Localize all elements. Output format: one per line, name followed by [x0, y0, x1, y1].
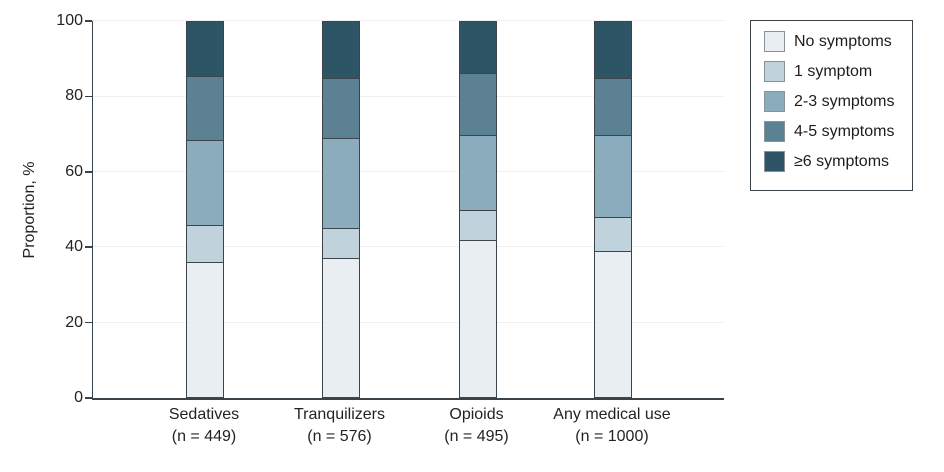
x-category-name: Tranquilizers	[294, 406, 385, 423]
gridline-60	[93, 171, 724, 173]
x-category-name: Opioids	[449, 406, 504, 423]
legend-label: No symptoms	[794, 32, 892, 50]
gridline-100	[93, 20, 724, 22]
legend-entry: 4-5 symptoms	[764, 121, 912, 142]
bar-sedatives	[186, 21, 224, 398]
legend-swatch	[764, 61, 785, 82]
y-tick-label-100: 100	[56, 12, 83, 29]
bar-segment	[595, 217, 631, 251]
legend-entry: 2-3 symptoms	[764, 91, 912, 112]
legend-label: ≥6 symptoms	[794, 152, 890, 170]
bar-segment	[459, 239, 496, 397]
bar-segment	[187, 76, 223, 141]
gridline-20	[93, 321, 724, 323]
y-tick-mark-80	[85, 95, 92, 98]
y-tick-mark-60	[85, 171, 92, 173]
y-tick-mark-0	[85, 397, 92, 399]
legend-entry: ≥6 symptoms	[764, 151, 912, 172]
x-category-label: Tranquilizers (n = 576)	[265, 404, 415, 448]
y-tick-label-80: 80	[65, 87, 83, 105]
x-category-n: (n = 576)	[307, 428, 372, 445]
x-category-label: Any medical use (n = 1000)	[537, 404, 687, 448]
legend-swatch	[764, 151, 785, 172]
bar-segment	[322, 228, 359, 259]
x-category-n: (n = 1000)	[575, 428, 649, 445]
y-tick-label-60: 60	[65, 162, 83, 180]
legend-swatch	[764, 31, 785, 52]
y-tick-label-20: 20	[65, 313, 83, 331]
y-tick-mark-100	[85, 20, 92, 22]
bar-segment	[459, 134, 496, 210]
y-tick-label-40: 40	[65, 238, 83, 256]
x-category-n: (n = 495)	[444, 428, 509, 445]
y-tick-mark-40	[85, 246, 92, 248]
legend-label: 2-3 symptoms	[794, 92, 895, 110]
bar-segment	[595, 78, 631, 135]
y-tick-mark-20	[85, 321, 92, 324]
bar-segment	[459, 209, 496, 240]
bar-segment	[459, 72, 496, 135]
bar-tranquilizers	[321, 21, 360, 398]
legend-label: 4-5 symptoms	[794, 122, 895, 140]
x-category-label: Sedatives (n = 449)	[129, 404, 279, 448]
bar-segment	[595, 134, 631, 217]
bar-segment	[187, 22, 223, 77]
x-category-n: (n = 449)	[171, 428, 237, 445]
y-tick-label-0: 0	[74, 389, 83, 406]
legend-entry: 1 symptom	[764, 61, 912, 82]
legend-entry: No symptoms	[764, 31, 912, 52]
bar-segment	[595, 22, 631, 79]
bar-segment	[322, 138, 359, 229]
legend-swatch	[764, 121, 785, 142]
bar-opioids	[458, 21, 497, 398]
bar-segment	[187, 224, 223, 262]
bar-segment	[322, 78, 359, 139]
x-category-name: Any medical use	[553, 406, 671, 423]
gridline-80	[93, 95, 724, 97]
bar-any-medical-use	[594, 21, 632, 398]
gridline-40	[93, 246, 724, 248]
bar-segment	[187, 140, 223, 225]
x-category-name: Sedatives	[168, 406, 240, 423]
legend-label: 1 symptom	[794, 62, 873, 80]
bar-segment	[322, 22, 359, 79]
bar-segment	[595, 250, 631, 397]
legend-swatch	[764, 91, 785, 112]
x-category-label: Opioids (n = 495)	[402, 404, 552, 448]
plot-area: 0 20 40 60 80 100	[56, 12, 724, 406]
legend: No symptoms 1 symptom 2-3 symptoms 4-5 symp…	[750, 20, 913, 191]
bar-segment	[187, 262, 223, 397]
bar-segment	[459, 22, 496, 73]
bar-segment	[322, 258, 359, 397]
